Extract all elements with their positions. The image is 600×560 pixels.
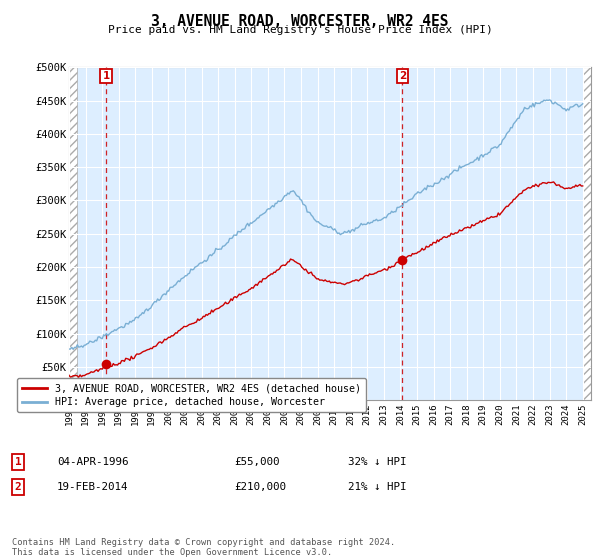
Bar [583,67,591,400]
Text: 19-FEB-2014: 19-FEB-2014 [57,482,128,492]
Text: Price paid vs. HM Land Registry's House Price Index (HPI): Price paid vs. HM Land Registry's House … [107,25,493,35]
Text: 1: 1 [14,457,22,467]
Legend: 3, AVENUE ROAD, WORCESTER, WR2 4ES (detached house), HPI: Average price, detache: 3, AVENUE ROAD, WORCESTER, WR2 4ES (deta… [17,378,366,412]
Text: £55,000: £55,000 [234,457,280,467]
Text: 21% ↓ HPI: 21% ↓ HPI [348,482,407,492]
Text: 2: 2 [399,71,406,81]
Text: 04-APR-1996: 04-APR-1996 [57,457,128,467]
Bar [69,67,77,400]
Text: 2: 2 [14,482,22,492]
Text: 3, AVENUE ROAD, WORCESTER, WR2 4ES: 3, AVENUE ROAD, WORCESTER, WR2 4ES [151,14,449,29]
Text: £210,000: £210,000 [234,482,286,492]
Text: 32% ↓ HPI: 32% ↓ HPI [348,457,407,467]
Text: Contains HM Land Registry data © Crown copyright and database right 2024.
This d: Contains HM Land Registry data © Crown c… [12,538,395,557]
Text: 1: 1 [103,71,110,81]
